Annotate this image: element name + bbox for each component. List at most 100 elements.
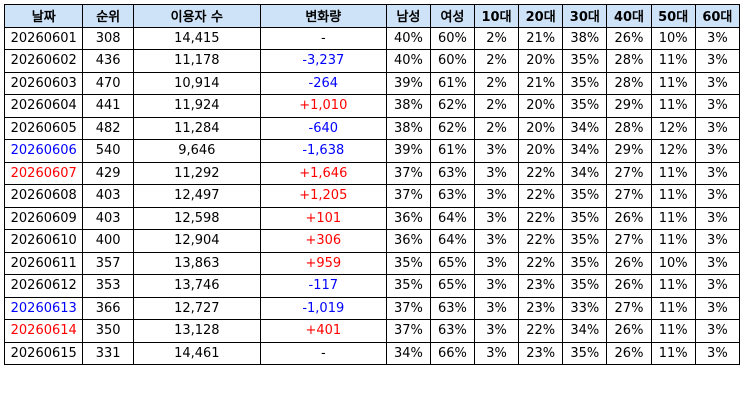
table-body: 20260601 308 14,415-40% 60% 2% 21% 38% 26% 10% 3%…	[3, 26, 740, 365]
age50-cell: 11%	[650, 94, 696, 118]
age60-cell: 3%	[694, 341, 740, 365]
female-cell: 60%	[429, 49, 475, 73]
age60-cell: 3%	[694, 94, 740, 118]
age60-cell: 3%	[694, 251, 740, 275]
date-cell: 20260605	[3, 116, 84, 140]
table-row: 20260612 353 13,746 -117 35% 65% 3% 23% 35% 26% 11…	[3, 274, 740, 298]
age30-cell: 35%	[562, 206, 608, 230]
female-cell: 65%	[429, 274, 475, 298]
age50-cell: 10%	[650, 26, 696, 50]
date-cell: 20260612	[3, 274, 84, 298]
age50-cell: 11%	[650, 274, 696, 298]
change-cell: -	[259, 26, 387, 50]
header-age20: 20대	[518, 4, 564, 28]
female-cell: 63%	[429, 184, 475, 208]
table-row: 20260606 540 9,646 -1,638 39% 61% 3% 20% 34% 29% 1…	[3, 139, 740, 163]
age10-cell: 3%	[473, 296, 520, 320]
users-cell: 11,292	[132, 161, 261, 185]
change-cell: -1,638	[259, 139, 387, 163]
male-cell: 40%	[385, 49, 431, 73]
date-cell: 20260607	[3, 161, 84, 185]
age40-cell: 29%	[606, 94, 652, 118]
change-cell: +959	[259, 251, 387, 275]
female-cell: 62%	[429, 116, 475, 140]
date-cell: 20260602	[3, 49, 84, 73]
change-cell: -3,237	[259, 49, 387, 73]
age20-cell: 23%	[518, 274, 564, 298]
female-cell: 63%	[429, 161, 475, 185]
date-cell: 20260609	[3, 206, 84, 230]
age40-cell: 26%	[606, 251, 652, 275]
table-row: 20260607 429 11,292 +1,646 37% 63% 3% 22% 34% 27%…	[3, 161, 740, 185]
age60-cell: 3%	[694, 116, 740, 140]
users-cell: 11,924	[132, 94, 261, 118]
rank-cell: 331	[82, 341, 134, 365]
age20-cell: 21%	[518, 71, 564, 95]
users-cell: 12,598	[132, 206, 261, 230]
age30-cell: 35%	[562, 184, 608, 208]
rank-cell: 540	[82, 139, 134, 163]
male-cell: 37%	[385, 296, 431, 320]
male-cell: 35%	[385, 274, 431, 298]
rank-cell: 436	[82, 49, 134, 73]
age30-cell: 38%	[562, 26, 608, 50]
header-rank: 순위	[82, 4, 134, 28]
male-cell: 34%	[385, 341, 431, 365]
age50-cell: 11%	[650, 49, 696, 73]
rank-cell: 308	[82, 26, 134, 50]
age30-cell: 33%	[562, 296, 608, 320]
table-row: 20260609 403 12,598 +101 36% 64% 3% 22% 35% 26% 11…	[3, 206, 740, 230]
female-cell: 65%	[429, 251, 475, 275]
rank-cell: 441	[82, 94, 134, 118]
age50-cell: 10%	[650, 251, 696, 275]
users-cell: 13,128	[132, 319, 261, 343]
female-cell: 64%	[429, 229, 475, 253]
users-cell: 12,727	[132, 296, 261, 320]
age20-cell: 22%	[518, 184, 564, 208]
age50-cell: 11%	[650, 71, 696, 95]
age40-cell: 26%	[606, 319, 652, 343]
age20-cell: 20%	[518, 94, 564, 118]
rank-cell: 403	[82, 206, 134, 230]
header-change: 변화량	[259, 4, 387, 28]
age60-cell: 3%	[694, 71, 740, 95]
male-cell: 37%	[385, 161, 431, 185]
header-row: 날짜 순위 이용자 수 변화량 남성 여성 10대 20대 30대 40대 50…	[3, 4, 740, 28]
daily-stats-table: 날짜 순위 이용자 수 변화량 남성 여성 10대 20대 30대 40대 50…	[3, 4, 740, 365]
age50-cell: 12%	[650, 116, 696, 140]
age20-cell: 20%	[518, 49, 564, 73]
female-cell: 61%	[429, 71, 475, 95]
age40-cell: 27%	[606, 184, 652, 208]
female-cell: 60%	[429, 26, 475, 50]
age60-cell: 3%	[694, 229, 740, 253]
date-cell: 20260608	[3, 184, 84, 208]
date-cell: 20260613	[3, 296, 84, 320]
table-row: 20260615 331 14,461-34% 66% 3% 23% 35% 26% 11% 3%	[3, 341, 740, 365]
age60-cell: 3%	[694, 206, 740, 230]
age50-cell: 11%	[650, 161, 696, 185]
age50-cell: 11%	[650, 296, 696, 320]
age20-cell: 22%	[518, 251, 564, 275]
header-age50: 50대	[650, 4, 696, 28]
change-cell: +306	[259, 229, 387, 253]
rank-cell: 400	[82, 229, 134, 253]
change-cell: +1,205	[259, 184, 387, 208]
age30-cell: 35%	[562, 341, 608, 365]
age20-cell: 22%	[518, 206, 564, 230]
age10-cell: 2%	[473, 49, 520, 73]
age20-cell: 22%	[518, 229, 564, 253]
age60-cell: 3%	[694, 296, 740, 320]
users-cell: 9,646	[132, 139, 261, 163]
table-row: 20260613 366 12,727 -1,019 37% 63% 3% 23% 33% 27%…	[3, 296, 740, 320]
age60-cell: 3%	[694, 139, 740, 163]
male-cell: 38%	[385, 94, 431, 118]
age10-cell: 3%	[473, 206, 520, 230]
male-cell: 38%	[385, 116, 431, 140]
table-row: 20260610 400 12,904 +306 36% 64% 3% 22% 35% 27% 11…	[3, 229, 740, 253]
table-row: 20260611 357 13,863 +959 35% 65% 3% 22% 35% 26% 10…	[3, 251, 740, 275]
table-row: 20260604 441 11,924 +1,010 38% 62% 2% 20% 35% 29%…	[3, 94, 740, 118]
change-cell: -264	[259, 71, 387, 95]
header-age30: 30대	[562, 4, 608, 28]
age10-cell: 3%	[473, 139, 520, 163]
users-cell: 14,415	[132, 26, 261, 50]
